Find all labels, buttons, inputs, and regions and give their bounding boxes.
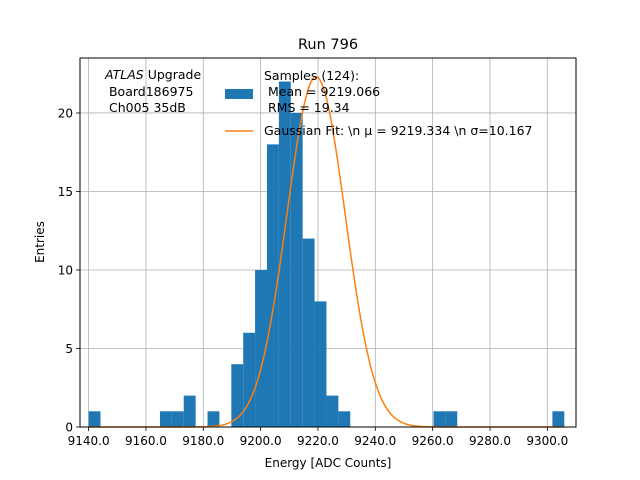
x-axis-ticks: 9140.0 9160.0 9180.0 9200.0 9220.0 9240.0 9260… bbox=[68, 427, 568, 448]
x-tick-label: 9220.0 bbox=[297, 434, 339, 448]
histogram-bar bbox=[314, 301, 327, 427]
histogram-bar bbox=[255, 269, 267, 427]
histogram-bar bbox=[445, 411, 458, 427]
y-axis-label: Entries bbox=[33, 221, 47, 263]
y-axis-ticks: 0 5 10 15 20 bbox=[58, 106, 80, 435]
atlas-annotation: ATLAS Upgrade Board186975 Ch005 35dB bbox=[104, 67, 201, 115]
legend-hist-line-1: Samples (124): bbox=[264, 68, 359, 83]
x-tick-label: 9180.0 bbox=[182, 434, 224, 448]
y-tick-label: 15 bbox=[58, 185, 73, 199]
annotation-line-1: ATLAS Upgrade bbox=[104, 67, 201, 82]
annotation-line-2: Board186975 bbox=[105, 84, 193, 99]
histogram-bar bbox=[290, 112, 303, 427]
histogram-bar bbox=[433, 411, 446, 427]
y-tick-label: 5 bbox=[65, 342, 73, 356]
annotation-rest: Upgrade bbox=[144, 67, 202, 82]
annotation-line-3: Ch005 35dB bbox=[105, 100, 186, 115]
legend-hist-line-3: RMS = 19.34 bbox=[264, 100, 350, 115]
histogram-bars bbox=[88, 81, 565, 428]
y-tick-label: 0 bbox=[65, 421, 73, 435]
histogram-bar bbox=[171, 411, 184, 427]
x-tick-label: 9240.0 bbox=[354, 434, 396, 448]
histogram-bar bbox=[207, 411, 220, 427]
histogram-bar bbox=[266, 144, 279, 428]
histogram-bar bbox=[278, 81, 291, 427]
annotation-italic: ATLAS bbox=[104, 67, 144, 82]
x-tick-label: 9200.0 bbox=[240, 434, 282, 448]
histogram-bar bbox=[183, 395, 196, 427]
x-tick-label: 9280.0 bbox=[469, 434, 511, 448]
x-axis-label: Energy [ADC Counts] bbox=[265, 456, 392, 470]
x-tick-label: 9300.0 bbox=[526, 434, 568, 448]
histogram-bar bbox=[88, 411, 101, 427]
x-tick-label: 9260.0 bbox=[412, 434, 454, 448]
histogram-bar bbox=[326, 395, 339, 427]
x-tick-label: 9160.0 bbox=[125, 434, 167, 448]
histogram-bar bbox=[243, 332, 256, 427]
legend-fit-label: Gaussian Fit: \n μ = 9219.334 \n σ=10.16… bbox=[264, 123, 533, 138]
legend-hist-line-2: Mean = 9219.066 bbox=[264, 84, 380, 99]
histogram-bar bbox=[159, 411, 172, 427]
histogram-bar bbox=[302, 238, 315, 427]
x-tick-label: 9140.0 bbox=[68, 434, 110, 448]
legend: Samples (124): Mean = 9219.066 RMS = 19.… bbox=[225, 68, 533, 138]
chart-title: Run 796 bbox=[298, 37, 358, 53]
histogram-bar bbox=[338, 411, 351, 427]
legend-histogram-swatch bbox=[225, 89, 253, 99]
grid-lines bbox=[80, 58, 576, 428]
histogram-bar bbox=[231, 364, 244, 427]
y-tick-label: 10 bbox=[58, 263, 73, 277]
axes-frame bbox=[79, 57, 577, 428]
y-tick-label: 20 bbox=[58, 106, 73, 120]
histogram-bar bbox=[552, 411, 565, 427]
